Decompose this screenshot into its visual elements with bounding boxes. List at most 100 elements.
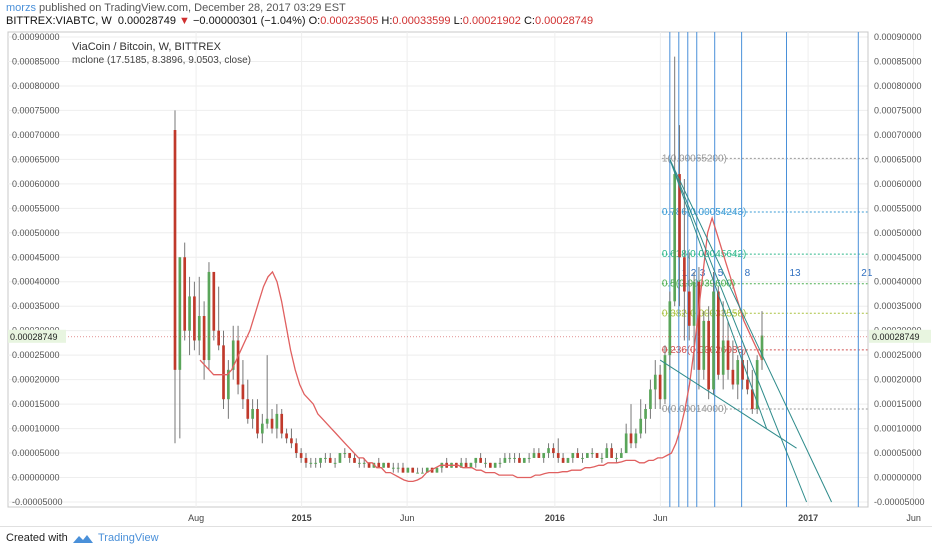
x-tick-label: 2017	[798, 513, 818, 523]
x-axis: Aug2015Jun2016Jun2017Jun2018Jun	[188, 513, 921, 523]
y-tick-label: 0.00015000	[874, 399, 922, 409]
high-label: H:	[381, 15, 393, 27]
x-tick-label: Jun	[906, 513, 921, 523]
candle-body	[217, 330, 220, 346]
y-tick-label: 0.00020000	[874, 375, 922, 385]
candle-body	[270, 418, 274, 429]
candle-body	[624, 433, 628, 454]
candle-body	[532, 453, 536, 458]
low-value: 0.00021902	[462, 15, 521, 27]
y-tick-label: 0.00075000	[12, 105, 60, 115]
close-value: 0.00028749	[534, 15, 594, 27]
x-tick-label: Jun	[653, 513, 668, 523]
symbol-text: BITTREX:VIABTC, W	[6, 15, 112, 27]
candle-body	[212, 271, 216, 331]
candle-body	[605, 448, 609, 458]
candle-body	[707, 320, 710, 390]
candle-body	[721, 340, 725, 375]
y-tick-label: 0.00045000	[12, 252, 60, 262]
candle-body	[731, 369, 735, 385]
candle-body	[328, 457, 332, 463]
candle-body	[726, 340, 730, 370]
candle-body	[207, 271, 211, 361]
y-tick-label: 0.00070000	[12, 130, 60, 140]
fib-time-zones[interactable]: 123581321	[669, 32, 873, 507]
y-tick-label: 0.00080000	[874, 81, 922, 91]
candle-body	[508, 457, 512, 459]
indicator-label: mclone (17.5185, 8.3896, 9.0503, close)	[72, 55, 251, 66]
x-tick-label: 2016	[545, 513, 565, 523]
candle-body	[683, 257, 686, 292]
author-link[interactable]: morzs	[6, 2, 36, 14]
candles	[173, 56, 764, 474]
y-tick-label: 0.00090000	[874, 32, 922, 42]
candle-body	[183, 257, 187, 331]
candle-body	[333, 462, 337, 464]
candle-body	[353, 457, 356, 463]
candle-body	[425, 467, 429, 473]
x-tick-label: Jun	[400, 513, 415, 523]
change-text: −0.00000301 (−1.04%)	[193, 15, 306, 27]
candle-body	[746, 379, 749, 390]
tradingview-logo-icon[interactable]	[72, 533, 94, 545]
time-zone-label: 5	[718, 268, 724, 279]
candle-body	[382, 462, 385, 468]
candle-body	[518, 457, 521, 463]
candle-body	[265, 418, 269, 424]
grid	[8, 32, 915, 507]
candle-body	[503, 457, 507, 463]
price-chart[interactable]: 1(0.00065200)0.786(0.00054243)0.618(0.00…	[0, 30, 932, 526]
low-label: L:	[453, 15, 463, 27]
candle-body	[222, 345, 225, 400]
trend-line	[669, 159, 768, 429]
candle-body	[488, 462, 492, 468]
y-tick-label: 0.00025000	[12, 350, 60, 360]
time-zone-label: 21	[861, 268, 873, 279]
y-tick-label: 0.00020000	[12, 375, 60, 385]
trend-lines[interactable]	[659, 159, 833, 503]
x-tick-label: Aug	[188, 513, 204, 523]
y-tick-label: 0.00070000	[874, 130, 922, 140]
ma-line	[199, 215, 763, 483]
y-tick-label: 0.00040000	[874, 277, 922, 287]
y-tick-label: 0.00035000	[874, 301, 922, 311]
candle-body	[246, 399, 250, 419]
candle-body	[314, 462, 318, 464]
fib-level-label: 0.786(0.00054243)	[662, 207, 747, 218]
candle-body	[542, 453, 546, 458]
candle-body	[202, 316, 206, 361]
y-tick-label: 0.00055000	[874, 203, 922, 213]
candle-body	[324, 457, 327, 459]
candle-body	[663, 355, 667, 400]
candle-body	[241, 384, 245, 400]
candle-body	[576, 453, 579, 458]
candle-body	[173, 130, 177, 370]
candle-body	[760, 335, 764, 361]
candle-body	[358, 462, 361, 464]
candle-body	[678, 174, 681, 258]
y-tick-label: 0.00010000	[12, 424, 60, 434]
candle-body	[459, 462, 463, 468]
candle-body	[319, 457, 322, 463]
candle-body	[498, 462, 502, 464]
candle-body	[236, 340, 240, 385]
y-tick-label: 0.00040000	[12, 277, 60, 287]
candle-body	[391, 467, 395, 469]
candle-body	[231, 340, 235, 370]
tradingview-link[interactable]: TradingView	[98, 532, 159, 544]
candle-body	[649, 389, 652, 409]
time-zone-label: 13	[789, 268, 801, 279]
y-tick-label: 0.00000000	[12, 473, 60, 483]
trend-line	[659, 359, 797, 449]
candle-body	[639, 418, 643, 434]
candle-body	[362, 462, 366, 464]
candle-body	[547, 448, 550, 454]
candle-body	[522, 457, 526, 463]
candle-body	[275, 413, 279, 429]
y-tick-label: -0.00005000	[874, 497, 925, 507]
close-label: C:	[523, 15, 535, 27]
candle-body	[304, 457, 308, 463]
publish-line: morzs published on TradingView.com, Dece…	[6, 2, 346, 14]
footer: Created with TradingView	[0, 526, 932, 551]
plot-area[interactable]	[7, 31, 869, 508]
